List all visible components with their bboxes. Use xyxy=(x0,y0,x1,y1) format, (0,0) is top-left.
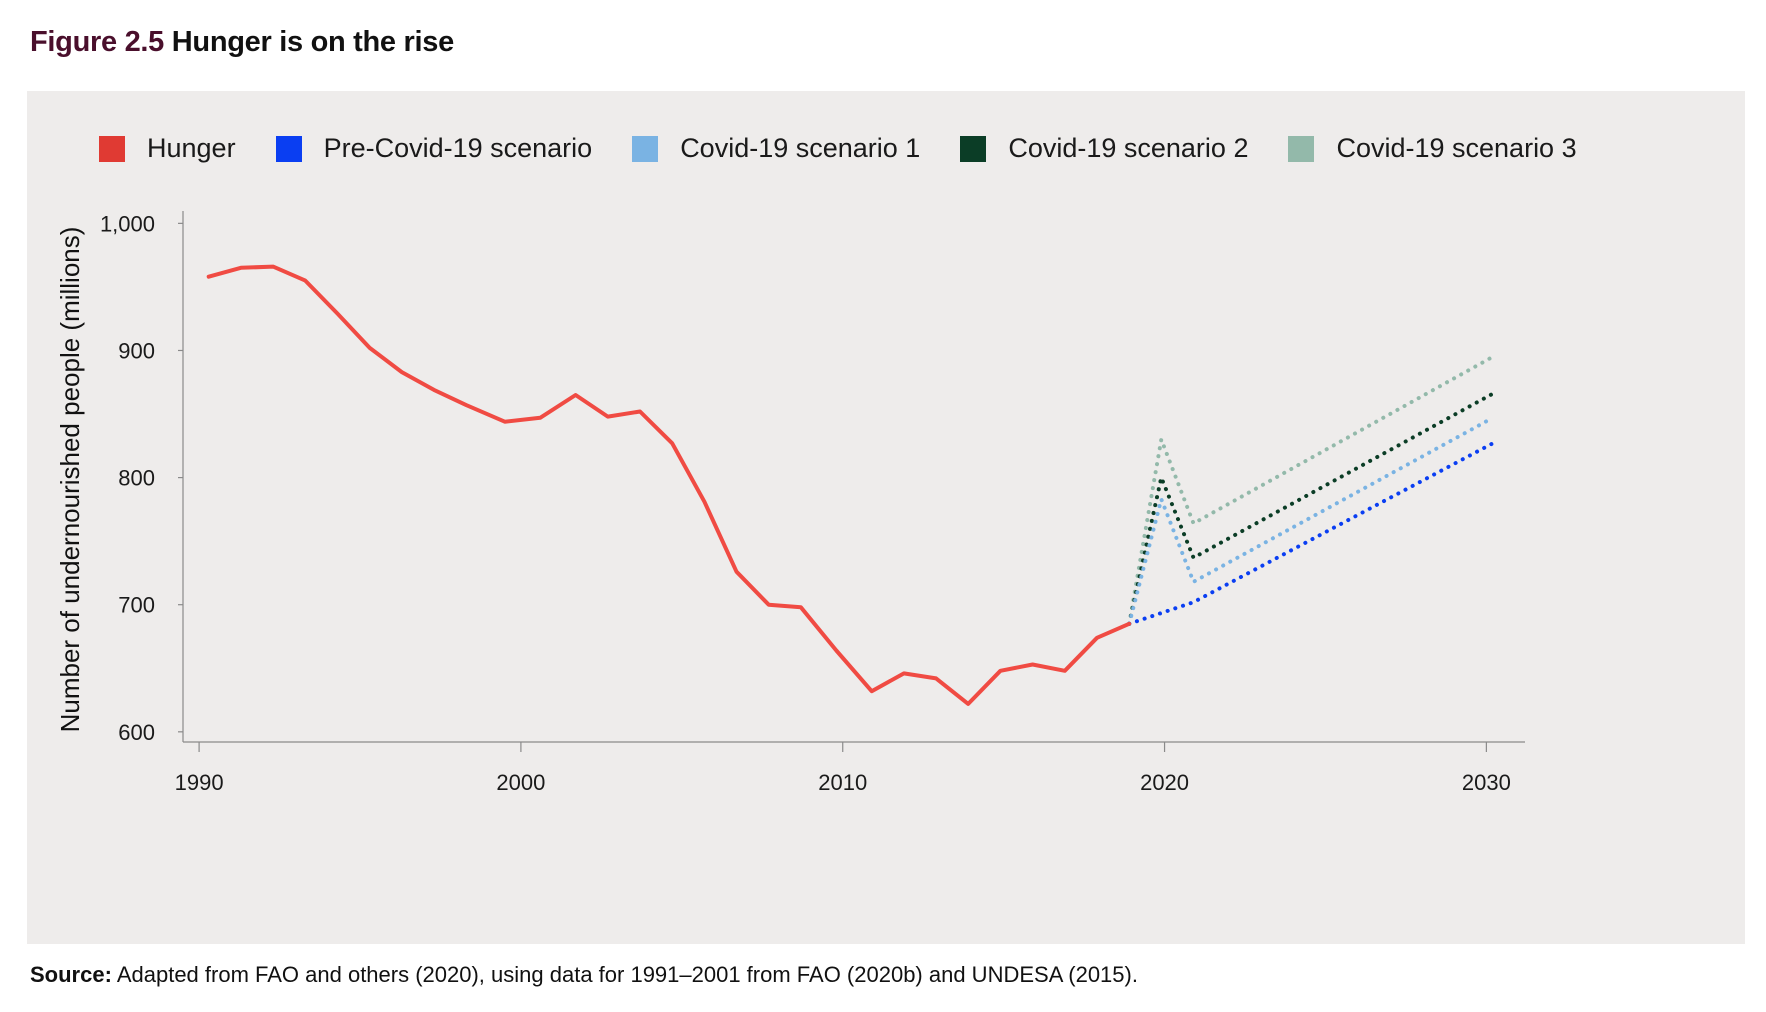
source-text: Adapted from FAO and others (2020), usin… xyxy=(116,962,1138,987)
legend-swatch-covid-scenario-1 xyxy=(632,135,659,162)
legend-item-covid-scenario-1: Covid-19 scenario 1 xyxy=(632,133,920,164)
figure-number: Figure 2.5 xyxy=(30,26,164,58)
figure-title: Figure 2.5 Hunger is on the rise xyxy=(30,26,454,59)
chart-panel: Hunger Pre-Covid-19 scenario Covid-19 sc… xyxy=(27,91,1745,944)
x-tick-label: 2020 xyxy=(1140,770,1189,795)
series-line-covid-19-scenario-1 xyxy=(1127,415,1495,626)
y-tick-label: 900 xyxy=(118,338,155,363)
source-note: Source: Adapted from FAO and others (202… xyxy=(30,962,1138,988)
line-chart: 600 700 800 900 1,000 1990 2000 2010 2020 2030 Num… xyxy=(55,211,1525,795)
series-line-covid-19-scenario-2 xyxy=(1127,391,1495,626)
legend-label: Pre-Covid-19 scenario xyxy=(323,133,593,163)
y-tick-label: 700 xyxy=(118,593,155,618)
series-line-pre-covid-19-scenario xyxy=(1127,441,1495,626)
legend-item-covid-scenario-3: Covid-19 scenario 3 xyxy=(1288,133,1577,164)
legend-item-hunger: Hunger xyxy=(99,133,236,164)
x-tick-label: 2010 xyxy=(818,770,867,795)
legend: Hunger Pre-Covid-19 scenario Covid-19 sc… xyxy=(99,133,1617,164)
legend-label: Hunger xyxy=(147,133,236,163)
legend-label: Covid-19 scenario 2 xyxy=(1008,133,1249,163)
legend-item-pre-covid: Pre-Covid-19 scenario xyxy=(275,133,593,164)
source-label: Source: xyxy=(30,962,112,987)
legend-swatch-hunger xyxy=(99,135,125,162)
legend-label: Covid-19 scenario 1 xyxy=(680,133,921,163)
legend-swatch-pre-covid xyxy=(275,135,302,162)
y-axis-label: Number of undernourished people (million… xyxy=(55,227,85,733)
y-tick-label: 1,000 xyxy=(100,211,155,236)
legend-swatch-covid-scenario-3 xyxy=(1288,135,1315,162)
legend-label: Covid-19 scenario 3 xyxy=(1336,133,1577,163)
series-line-covid-19-scenario-3 xyxy=(1127,354,1495,626)
x-tick-label: 2030 xyxy=(1462,770,1511,795)
legend-swatch-covid-scenario-2 xyxy=(960,135,987,162)
series-line-hunger xyxy=(206,264,1132,706)
x-tick-label: 1990 xyxy=(175,770,224,795)
x-tick-label: 2000 xyxy=(496,770,545,795)
y-tick-label: 600 xyxy=(118,720,155,745)
legend-item-covid-scenario-2: Covid-19 scenario 2 xyxy=(960,133,1248,164)
y-tick-label: 800 xyxy=(118,466,155,491)
figure-title-text: Hunger is on the rise xyxy=(171,26,454,58)
